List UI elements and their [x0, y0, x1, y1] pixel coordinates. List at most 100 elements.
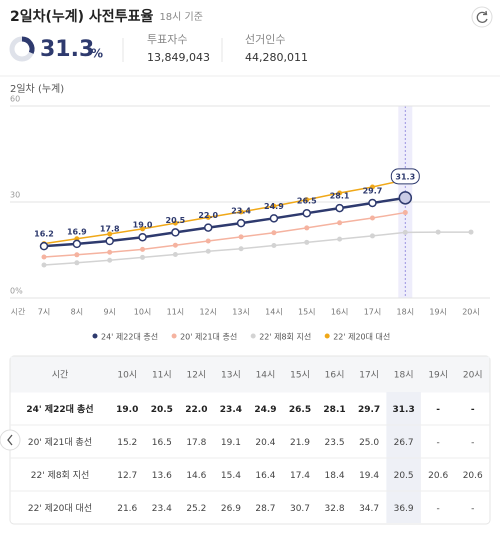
table-cell: 19.4 — [359, 471, 379, 481]
point — [171, 228, 180, 237]
x-tick-label: 11시 — [167, 308, 185, 317]
point — [138, 232, 147, 242]
table-header: 16시 — [325, 370, 345, 381]
table: 시간 10시 11시 12시 13시 14시 15시 16시 17시 18시 19시 20시 24' 제… — [9, 355, 491, 525]
title: 2일차(누계) 사전투표율 — [10, 8, 153, 25]
data-label: 22.0 — [198, 211, 218, 220]
point — [238, 209, 244, 215]
table-cell: 17.8 — [186, 438, 206, 448]
x-tick-label: 15시 — [298, 308, 316, 317]
point — [271, 230, 277, 236]
y-tick-label: 0% — [10, 287, 23, 296]
table-cell: 26.7 — [394, 438, 414, 448]
table-cell: 19.1 — [221, 438, 241, 448]
point — [468, 229, 474, 235]
x-tick-label: 13시 — [232, 308, 250, 317]
series-line — [43, 179, 406, 245]
data-label: 31.3 — [395, 172, 415, 181]
table-cell: 20.6 — [428, 471, 448, 481]
table-cell: 36.9 — [394, 504, 414, 514]
point — [105, 236, 114, 246]
point — [41, 262, 47, 268]
table-cell: 29.7 — [358, 405, 380, 415]
table-header: 10시 — [117, 370, 137, 381]
point — [238, 234, 244, 240]
legend-label: 20' 제21대 총선 — [180, 333, 237, 342]
table-cell: 21.6 — [117, 504, 137, 514]
point — [369, 215, 375, 221]
point — [271, 243, 277, 249]
legend-marker — [171, 333, 177, 339]
table-cell: 26.9 — [221, 504, 241, 514]
table-cell: 20.4 — [255, 438, 275, 448]
table-cell: 20' 제21대 총선 — [28, 437, 92, 448]
table-cell: 15.4 — [221, 471, 241, 481]
series-line — [43, 231, 471, 266]
table-header: 17시 — [359, 370, 379, 381]
point — [172, 251, 178, 257]
table-cell: - — [437, 438, 440, 448]
table-cell: 15.2 — [117, 438, 137, 448]
data-label: 28.1 — [330, 192, 350, 201]
table-cell: 14.6 — [186, 471, 206, 481]
table-cell: 21.9 — [290, 438, 310, 448]
x-tick-label: 8시 — [71, 308, 83, 317]
table-cell: 25.2 — [186, 504, 206, 514]
table-cell: 28.1 — [323, 405, 345, 415]
point — [304, 197, 310, 203]
x-tick-label: 16시 — [331, 308, 349, 317]
table-cell: 12.7 — [117, 471, 137, 481]
series-line — [43, 211, 406, 258]
table-cell: 20.5 — [151, 405, 173, 415]
point — [337, 220, 343, 226]
label-box — [390, 168, 420, 185]
electorate: 44,280,011 — [245, 51, 308, 64]
table-header: 11시 — [152, 370, 172, 381]
point — [368, 198, 377, 208]
donut-arc — [21, 36, 35, 54]
refresh-button[interactable] — [471, 6, 493, 28]
prev-button[interactable] — [0, 429, 21, 451]
table-cell: 26.5 — [289, 405, 311, 415]
data-label: 16.2 — [34, 230, 54, 239]
point — [41, 254, 47, 260]
point — [74, 252, 80, 258]
table-cell: - — [437, 504, 440, 514]
data-label: 16.9 — [67, 227, 87, 236]
data-label: 29.7 — [363, 186, 383, 195]
table-cell: 23.5 — [325, 438, 345, 448]
y-tick-label: 60 — [10, 95, 20, 104]
point — [236, 218, 246, 228]
x-tick-label: 14시 — [265, 308, 283, 317]
point — [74, 260, 80, 266]
data-label: 23.4 — [231, 207, 251, 216]
legend-marker — [250, 333, 256, 339]
table-header: 시간 — [52, 370, 69, 381]
table-cell: 24' 제22대 총선 — [26, 403, 93, 415]
table-header: 14시 — [256, 370, 276, 381]
table-header: 12시 — [186, 370, 206, 381]
point — [205, 248, 211, 254]
x-tick-label: 19시 — [429, 308, 447, 317]
x-tick-label: 18시 — [397, 308, 415, 317]
legend-label: 22' 제20대 대선 — [333, 333, 390, 342]
table-cell: - — [436, 405, 440, 415]
point — [402, 210, 408, 216]
data-label: 24.9 — [264, 202, 284, 211]
x-tick-label: 9시 — [103, 308, 115, 317]
point — [435, 229, 441, 235]
voters-label: 투표자수 — [147, 33, 187, 46]
point — [140, 226, 146, 232]
basis: 18시 기준 — [159, 11, 203, 23]
table-cell: 22.0 — [185, 405, 207, 415]
table-cell: 18.4 — [325, 471, 345, 481]
point — [337, 236, 343, 242]
point — [172, 220, 178, 226]
point — [107, 231, 113, 237]
x-tick-label: 20시 — [462, 308, 480, 317]
point — [369, 184, 375, 190]
point — [72, 239, 82, 249]
rate-unit: % — [91, 47, 103, 61]
table-cell: - — [471, 504, 474, 514]
point — [238, 246, 244, 252]
